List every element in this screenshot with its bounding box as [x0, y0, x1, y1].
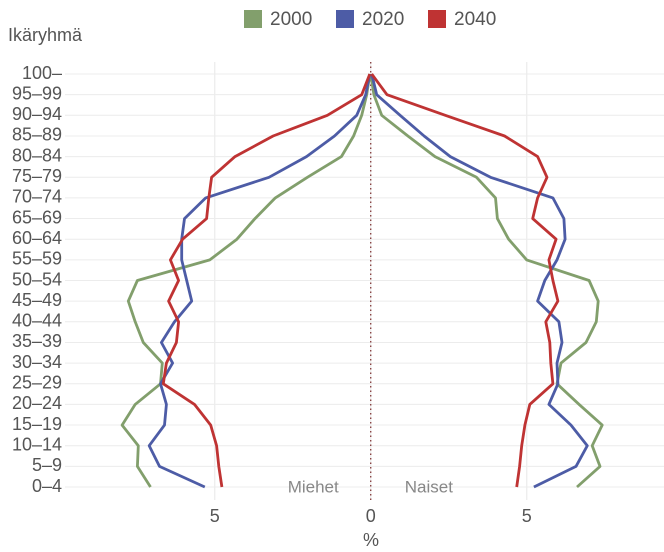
series-line: [370, 73, 589, 489]
y-tick-label: 70–74: [12, 187, 62, 207]
x-tick-label: 0: [366, 506, 376, 526]
legend-swatch: [244, 10, 262, 28]
series-line: [120, 73, 372, 488]
y-tick-label: 75–79: [12, 166, 62, 186]
legend-swatch: [336, 10, 354, 28]
y-tick-label: 5–9: [32, 455, 62, 475]
x-tick-label: 5: [522, 506, 532, 526]
y-tick-label: 90–94: [12, 104, 62, 124]
series-line: [147, 73, 372, 489]
y-tick-label: 0–4: [32, 476, 62, 496]
legend-label: 2000: [270, 9, 312, 30]
annotation: Miehet: [288, 477, 339, 496]
y-tick-label: 25–29: [12, 373, 62, 393]
y-tick-label: 60–64: [12, 228, 62, 248]
y-tick-label: 35–39: [12, 331, 62, 351]
y-tick-label: 10–14: [12, 434, 62, 454]
y-tick-label: 100–: [22, 63, 62, 83]
y-tick-label: 55–59: [12, 249, 62, 269]
y-tick-label: 30–34: [12, 352, 62, 372]
y-axis-title: Ikäryhmä: [8, 25, 83, 45]
y-tick-label: 45–49: [12, 290, 62, 310]
annotation: Naiset: [405, 477, 453, 496]
y-tick-label: 65–69: [12, 207, 62, 227]
y-tick-label: 50–54: [12, 269, 62, 289]
y-tick-label: 85–89: [12, 125, 62, 145]
legend-label: 2020: [362, 9, 404, 30]
y-tick-label: 95–99: [12, 83, 62, 103]
y-tick-label: 20–24: [12, 393, 62, 413]
legend-label: 2040: [454, 9, 496, 30]
y-tick-label: 15–19: [12, 414, 62, 434]
series-line: [161, 73, 372, 488]
series-line: [370, 73, 560, 488]
y-tick-label: 40–44: [12, 311, 62, 331]
legend-swatch: [428, 10, 446, 28]
series-line: [369, 73, 604, 489]
x-axis-title: %: [363, 530, 379, 550]
x-tick-label: 5: [210, 506, 220, 526]
y-tick-label: 80–84: [12, 145, 62, 165]
